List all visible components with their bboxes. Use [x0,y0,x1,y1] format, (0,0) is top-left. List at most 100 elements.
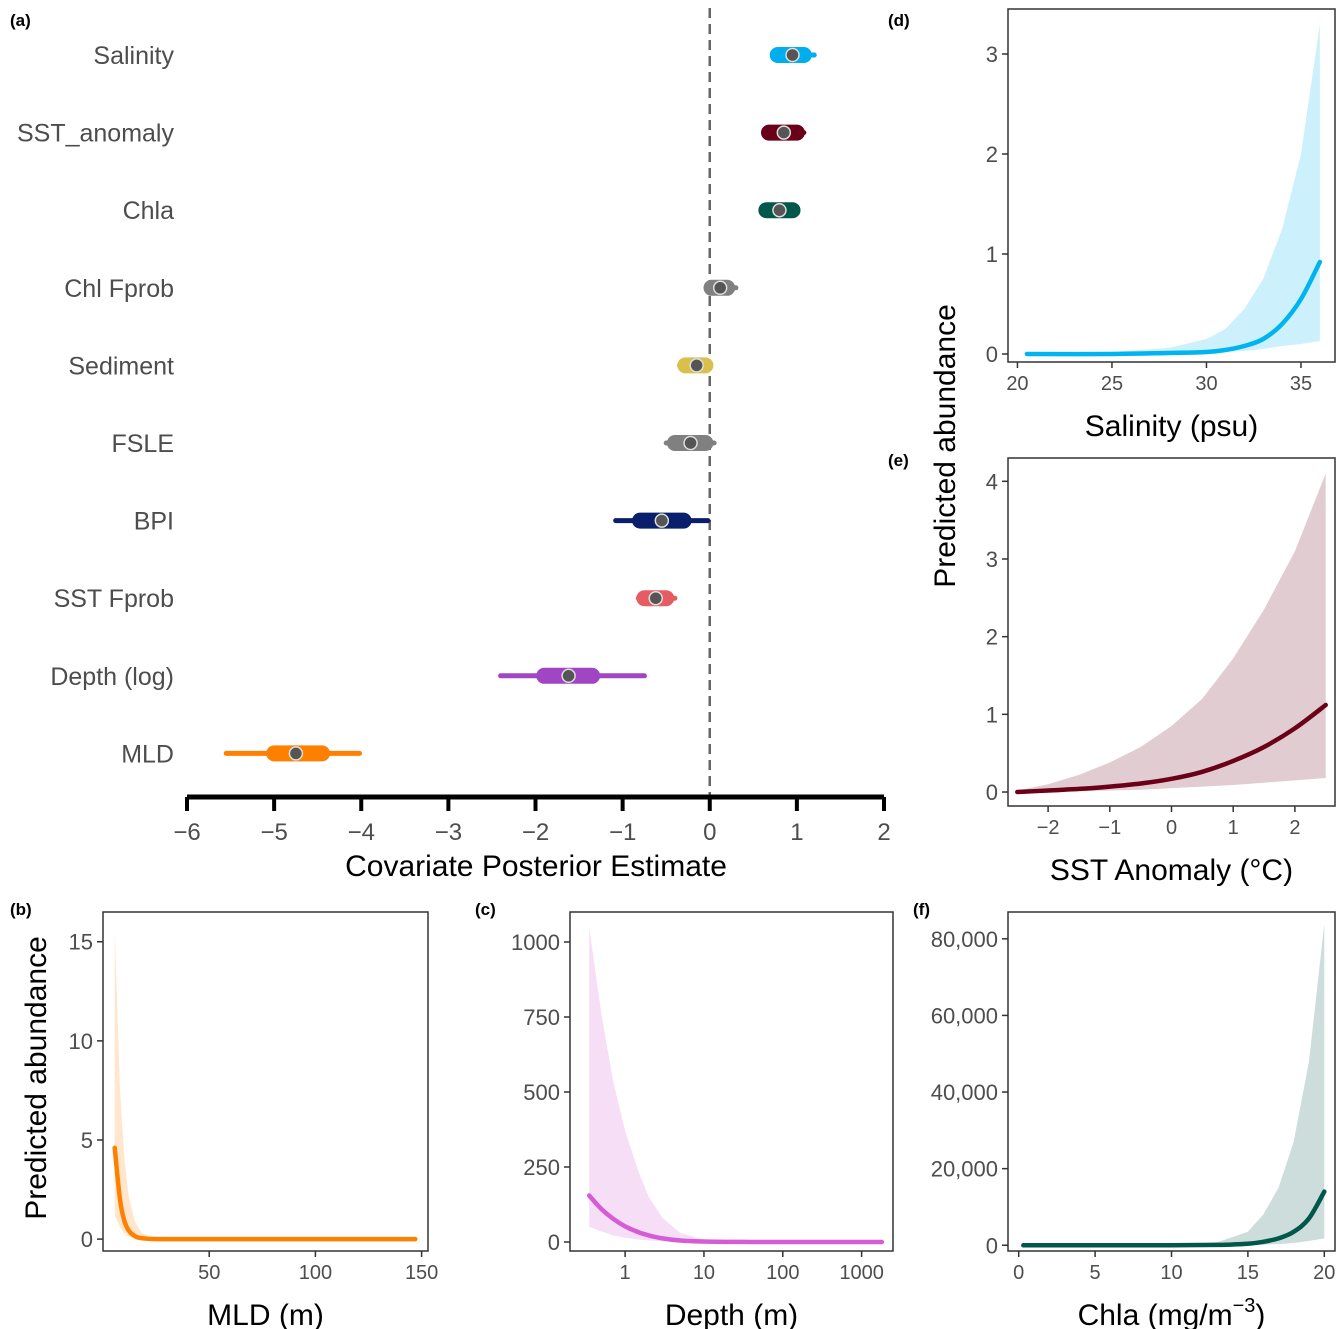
x-tick-label: 0 [703,819,716,846]
x-tick-label: 50 [198,1262,220,1284]
y-tick-label: 0 [986,1233,998,1258]
x-tick-label: 25 [1101,373,1123,395]
y-tick-label: 3 [986,547,998,572]
median-point [712,280,728,296]
credible-ribbon [1026,24,1320,354]
y-tick-label: 20,000 [931,1157,998,1182]
x-axis-title: Salinity (psu) [1085,410,1258,443]
x-tick-label: 1 [1228,817,1239,839]
panel-label-b: (b) [10,900,32,919]
x-tick-label: −1 [1098,817,1121,839]
y-tick-label: 5 [81,1128,93,1153]
credible-ribbon [1017,473,1326,792]
y-tick-label: 0 [548,1230,560,1255]
y-tick-label: 10 [69,1029,93,1054]
panel-d-salinity-chart: 0 1 2 3 20 25 30 35 Salinity (psu) Predicted abun… [929,8,1336,588]
median-line [112,1145,418,1242]
median-point [648,590,663,606]
x-tick-label: 10 [1160,1262,1182,1284]
y-tick-label: 1 [986,702,998,727]
x-tick-label: −1 [609,819,636,846]
covariate-label: Chla [123,197,175,225]
x-axis-title: Chla (mg/m−3) [1078,1295,1266,1329]
x-tick-label: 0 [1166,817,1177,839]
panel-label-f: (f) [913,900,930,919]
panel-label-e: (e) [888,451,909,470]
y-axis-title: Predicted abundance [20,936,53,1220]
x-tick-label: −4 [348,819,375,846]
x-tick-label: 0 [1013,1262,1024,1284]
x-tick-label: 100 [299,1262,332,1284]
median-line [1024,259,1323,357]
panel-e-sst-anomaly-chart: 0 1 2 3 4 −2 −1 0 1 2 SST Anomaly (°C) [986,457,1336,887]
x-axis-title-main: MLD (m) [207,1299,324,1329]
x-tick-label: 20 [1313,1262,1335,1284]
median-point [288,746,304,761]
x-axis-title: Depth (m) [665,1299,798,1329]
x-tick-label: 2 [1289,817,1300,839]
x-axis-title: MLD (m) [207,1299,324,1329]
x-tick-label: 20 [1006,373,1028,395]
median-point [772,202,787,218]
median-point [683,435,698,451]
y-tick-label: 2 [986,142,998,167]
x-axis-title-tail: ) [1255,1299,1265,1329]
y-tick-label: 500 [523,1080,560,1105]
credible-ribbon [589,927,882,1242]
x-tick-label: 1000 [839,1262,884,1284]
median-point [776,125,792,140]
panel-label-d: (d) [888,11,910,30]
covariate-label: Depth (log) [50,663,174,691]
y-tick-label: 40,000 [931,1080,998,1105]
x-axis-title: SST Anomaly (°C) [1050,854,1293,887]
median-point [785,47,800,63]
y-tick-label: 750 [523,1005,560,1030]
x-tick-label: 35 [1290,373,1312,395]
y-tick-label: 3 [986,42,998,67]
median-point [561,668,576,684]
panel-f-chla-chart: 0 20,000 40,000 60,000 80,000 0 5 10 15 20 Chla (m… [931,911,1336,1329]
y-tick-label: 0 [986,342,998,367]
median-line [1021,1189,1327,1248]
x-tick-label: 1 [620,1262,631,1284]
median-point [654,513,670,528]
covariate-label: Sediment [68,352,174,380]
panel-label-a: (a) [10,11,31,30]
median-point [689,358,704,373]
y-tick-label: 15 [69,930,93,955]
y-tick-label: 80,000 [931,927,998,952]
x-tick-label: −6 [173,819,200,846]
credible-ribbon [114,929,416,1240]
covariate-label: Chl Fprob [64,275,174,303]
x-tick-label: −3 [435,819,462,846]
plot-frame [102,911,429,1252]
x-tick-label: 15 [1237,1262,1259,1284]
x-axis-title-sup: −3 [1233,1295,1256,1317]
covariate-label: SST_anomaly [17,120,175,148]
x-axis-title: Covariate Posterior Estimate [345,850,727,883]
x-axis-title-main: Depth (m) [665,1299,798,1329]
y-tick-label: 0 [81,1227,93,1252]
median-line [586,1193,885,1245]
panel-label-c: (c) [475,900,496,919]
x-tick-label: 100 [766,1262,799,1284]
x-axis-title-main: Chla (mg/m [1078,1299,1233,1329]
credible-ribbon [1023,923,1325,1246]
panel-c-depth-chart: 0 250 500 750 1000 1 10 100 1000 Depth (m) [511,911,894,1329]
y-tick-label: 1 [986,242,998,267]
y-tick-label: 250 [523,1155,560,1180]
panel-a-interval-chart: Salinity SST_anomaly Chla Chl Fprob Sediment… [17,8,891,883]
plot-frame [569,911,894,1252]
covariate-label: BPI [134,508,174,536]
panel-b-mld-chart: 0 5 10 15 50 100 150 MLD (m) Predicted abundance [20,911,438,1329]
covariate-label: SST Fprob [54,585,174,613]
covariate-label: Salinity [93,42,174,70]
plot-frame [1007,8,1336,363]
y-tick-label: 2 [986,625,998,650]
y-tick-label: 0 [986,780,998,805]
x-tick-label: 30 [1195,373,1217,395]
covariate-label: FSLE [111,430,174,458]
x-tick-label: −2 [1037,817,1060,839]
x-tick-label: 1 [790,819,803,846]
